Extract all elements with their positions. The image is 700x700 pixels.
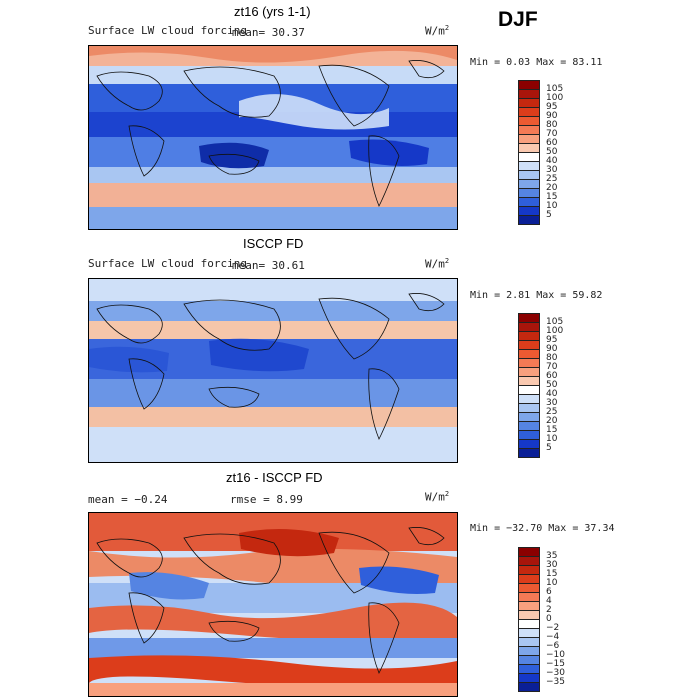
min-max-text: Min = −32.70 Max = 37.34 [470, 523, 615, 534]
colorbar-tick-label: 100 [546, 326, 564, 336]
panel-title: zt16 (yrs 1-1) [234, 4, 311, 19]
min-max-text: Min = 2.81 Max = 59.82 [470, 290, 603, 301]
colorbar-tick-label: 50 [546, 147, 558, 157]
colorbar-tick-label: 30 [546, 165, 558, 175]
colorbar-tick-label: 40 [546, 156, 558, 166]
mean-value: mean = −0.24 [88, 493, 168, 506]
units-label: W/m2 [425, 490, 450, 504]
colorbar-tick-label: −2 [546, 623, 560, 633]
colorbar-tick-label: 5 [546, 443, 552, 453]
map-model-field [89, 46, 457, 229]
colorbar-tick-label: −15 [546, 659, 565, 669]
map-difference-field [89, 513, 457, 696]
map-observed-field [89, 279, 457, 462]
colorbar-tick-label: 4 [546, 596, 552, 606]
colorbar-tick-label: 15 [546, 192, 558, 202]
colorbar-tick-label: 6 [546, 587, 552, 597]
colorbar-tick-label: 100 [546, 93, 564, 103]
colorbar-swatch [518, 215, 540, 225]
colorbar-tick-label: 105 [546, 317, 564, 327]
colorbar-tick-label: 25 [546, 407, 558, 417]
colorbar-tick-label: 35 [546, 551, 558, 561]
colorbar-tick-label: 30 [546, 398, 558, 408]
colorbar-tick-label: 60 [546, 138, 558, 148]
units-label: W/m2 [425, 257, 450, 271]
colorbar-swatch [518, 448, 540, 458]
colorbar-tick-label: 10 [546, 201, 558, 211]
colorbar-tick-label: 10 [546, 434, 558, 444]
colorbar-tick-label: 60 [546, 371, 558, 381]
colorbar-tick-label: 90 [546, 344, 558, 354]
mean-value: mean= 30.61 [232, 259, 305, 272]
colorbar-tick-label: 70 [546, 362, 558, 372]
colorbar-tick-label: 20 [546, 183, 558, 193]
mean-value: mean= 30.37 [232, 26, 305, 39]
colorbar-tick-label: 90 [546, 111, 558, 121]
colorbar-tick-label: 20 [546, 416, 558, 426]
colorbar-tick-label: 10 [546, 578, 558, 588]
colorbar-tick-label: 15 [546, 569, 558, 579]
colorbar-tick-label: 15 [546, 425, 558, 435]
colorbar-tick-label: 2 [546, 605, 552, 615]
colorbar-tick-label: −4 [546, 632, 560, 642]
panel-title: ISCCP FD [243, 236, 304, 251]
colorbar-tick-label: 40 [546, 389, 558, 399]
colorbar-tick-label: −10 [546, 650, 565, 660]
colorbar-tick-label: 95 [546, 335, 558, 345]
season-label: DJF [498, 8, 538, 31]
colorbar-difference: 35 30 15 10 6 4 2 0 −2 −4 −6 −10 −15 −30 −35 [518, 547, 598, 695]
colorbar-tick-label: −35 [546, 677, 565, 687]
colorbar-tick-label: −30 [546, 668, 565, 678]
panel-title: zt16 - ISCCP FD [226, 470, 323, 485]
colorbar-observed: 105 100 95 90 80 70 60 50 40 30 25 20 15 10 5 [518, 313, 598, 463]
colorbar-tick-label: 25 [546, 174, 558, 184]
colorbar-tick-label: 80 [546, 353, 558, 363]
colorbar-tick-label: 5 [546, 210, 552, 220]
colorbar-tick-label: 70 [546, 129, 558, 139]
colorbar-tick-label: −6 [546, 641, 560, 651]
rmse-value: rmse = 8.99 [230, 493, 303, 506]
field-label: Surface LW cloud forcing [88, 24, 247, 37]
map-panel-model [88, 45, 458, 230]
colorbar-model: 105 100 95 90 80 70 60 50 40 30 25 20 15 10 5 [518, 80, 598, 230]
field-label: Surface LW cloud forcing [88, 257, 247, 270]
min-max-text: Min = 0.03 Max = 83.11 [470, 57, 603, 68]
colorbar-tick-label: 0 [546, 614, 552, 624]
map-panel-difference [88, 512, 458, 697]
colorbar-swatch [518, 682, 540, 692]
colorbar-tick-label: 30 [546, 560, 558, 570]
colorbar-tick-label: 50 [546, 380, 558, 390]
units-label: W/m2 [425, 24, 450, 38]
colorbar-tick-label: 80 [546, 120, 558, 130]
colorbar-tick-label: 95 [546, 102, 558, 112]
colorbar-tick-label: 105 [546, 84, 564, 94]
map-panel-observed [88, 278, 458, 463]
